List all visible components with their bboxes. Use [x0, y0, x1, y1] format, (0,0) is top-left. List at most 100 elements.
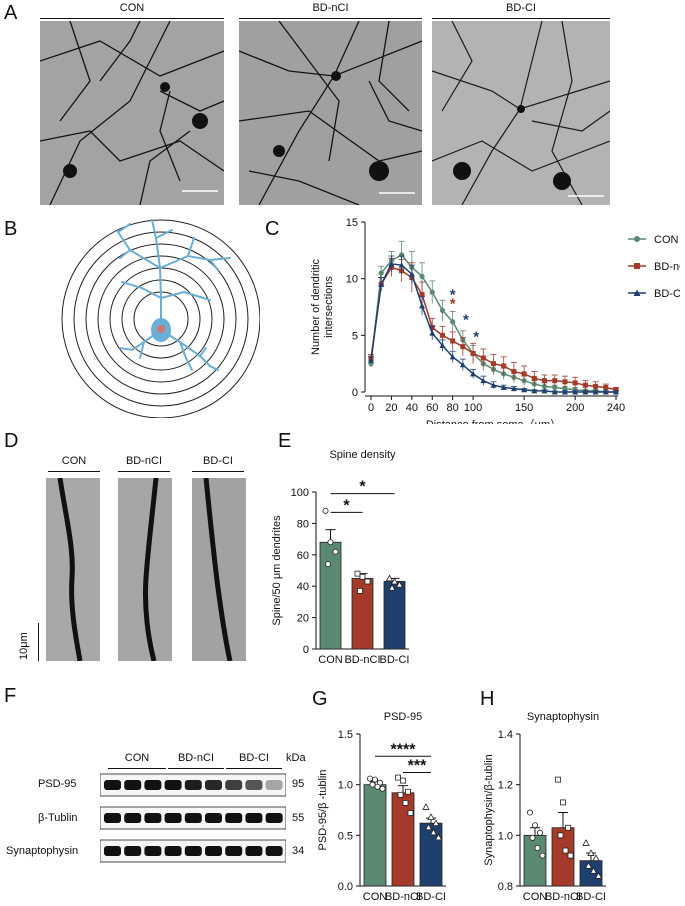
data-point — [408, 271, 415, 277]
data-point — [510, 385, 517, 392]
blot-band — [144, 813, 162, 823]
blot-band — [245, 846, 263, 856]
y-tick-label: 1.0 — [498, 830, 513, 842]
data-point — [541, 387, 548, 394]
data-point — [587, 849, 595, 856]
y-tick-label: 40 — [297, 581, 309, 593]
data-point — [501, 363, 507, 369]
sholl-diagram — [61, 219, 260, 418]
panel-label-b: B — [4, 218, 18, 240]
data-point — [449, 353, 456, 360]
data-point — [364, 578, 371, 585]
panel-label-a: A — [4, 2, 18, 24]
y-tick-label: 0.5 — [338, 830, 353, 842]
data-point — [372, 776, 379, 783]
significance-star: * — [450, 287, 456, 304]
data-point — [402, 800, 409, 806]
data-point — [327, 539, 334, 546]
bar-bd-ci — [419, 822, 443, 887]
panel-label-c: C — [265, 218, 280, 240]
data-point — [419, 273, 425, 279]
bar-con — [363, 784, 387, 887]
panel-d-group-header-bd-ci: BD-CI — [192, 455, 244, 472]
series-bd-ci — [368, 255, 619, 395]
blot-band — [265, 813, 283, 823]
significance-star: * — [473, 328, 479, 345]
data-point — [565, 824, 571, 831]
data-point — [397, 791, 404, 798]
panel-f-group-header-bd-ci: BD-CI — [226, 752, 282, 769]
y-axis-label: Spine/50 μm dendrites — [272, 515, 283, 626]
data-point — [534, 844, 541, 851]
data-point — [400, 777, 406, 784]
x-tick-label: CON — [318, 654, 343, 666]
legend-label: CON — [654, 234, 679, 246]
group-label: CON — [119, 2, 145, 14]
y-tick-label: 20 — [297, 613, 309, 625]
y-tick-label: 15 — [346, 217, 358, 229]
data-point — [552, 384, 558, 391]
blot-band — [225, 780, 243, 790]
blot-band — [245, 813, 263, 823]
legend-marker — [634, 236, 640, 242]
y-axis-label: PSD-95/β -tublin — [318, 770, 329, 851]
data-point — [388, 260, 395, 267]
y-tick-label: 5 — [352, 330, 358, 342]
data-point — [542, 378, 548, 384]
data-point — [378, 270, 384, 276]
data-point — [439, 332, 445, 338]
x-tick-label: 0 — [368, 402, 374, 414]
data-point — [602, 389, 609, 395]
data-point — [584, 861, 593, 869]
data-point — [589, 866, 598, 874]
data-point — [552, 378, 558, 384]
data-point — [385, 574, 394, 582]
blot-band — [184, 780, 202, 790]
x-tick-label: BD-nCI — [344, 654, 380, 666]
data-point — [562, 847, 569, 854]
panel-d-group-header-con: CON — [48, 455, 100, 472]
data-point — [398, 262, 405, 268]
y-tick-label: 100 — [291, 487, 309, 499]
data-point — [532, 822, 539, 829]
x-tick-label: 60 — [426, 402, 438, 414]
data-point — [439, 307, 446, 313]
blot-label-tublin: β-Tublin — [38, 812, 78, 824]
blot-band — [144, 846, 162, 856]
x-tick-label: 200 — [566, 402, 584, 414]
significance-star: * — [463, 311, 469, 328]
blot-band — [265, 846, 283, 856]
data-point — [369, 781, 376, 788]
western-blot-image — [100, 773, 286, 863]
data-point — [511, 369, 517, 375]
x-tick-label: BD-CI — [380, 654, 410, 666]
data-point — [429, 289, 435, 295]
data-point — [359, 573, 366, 580]
data-point — [379, 785, 386, 792]
legend-marker — [633, 289, 641, 296]
data-point — [427, 813, 435, 820]
data-point — [531, 387, 538, 394]
blot-band — [245, 780, 263, 790]
data-point — [539, 852, 546, 859]
data-point — [593, 383, 599, 389]
y-axis-label-line: intersections — [323, 276, 335, 338]
group-label: BD-CI — [239, 752, 269, 764]
y-axis-label: Synaptophysin/β-tublin — [484, 754, 495, 866]
blot-band — [205, 780, 222, 790]
data-point — [419, 302, 426, 309]
x-tick-label: 40 — [406, 402, 418, 414]
chart-c-sholl-intersections: 051015020406080100150200240Distance from… — [310, 217, 680, 424]
group-label: BD-CI — [203, 455, 233, 467]
data-point — [429, 828, 438, 836]
neuron-image-bd-nci — [239, 21, 422, 205]
panel-f-group-header-bd-nci: BD-nCI — [168, 752, 224, 769]
panel-d-group-header-bd-nci: BD-nCI — [118, 455, 170, 472]
panel-label-e: E — [278, 430, 292, 452]
data-point — [603, 384, 609, 390]
data-point — [567, 852, 574, 859]
data-point — [332, 548, 339, 555]
chart-title: PSD-95 — [384, 711, 423, 723]
x-tick-label: BD-nCI — [545, 891, 581, 903]
data-point — [537, 829, 544, 836]
